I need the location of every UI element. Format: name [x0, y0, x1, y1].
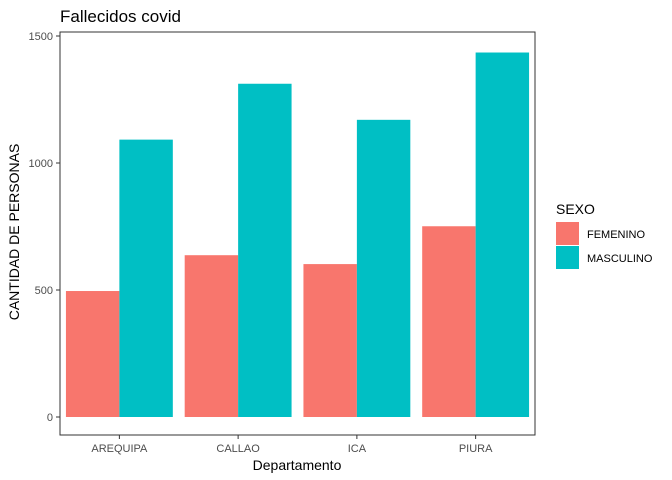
chart-title: Fallecidos covid	[60, 7, 181, 26]
y-tick-label-1000: 1000	[29, 158, 53, 170]
legend-label-masculino: MASCULINO	[587, 253, 653, 265]
y-tick-label-500: 500	[35, 285, 53, 297]
bar-femenino-arequipa	[65, 291, 120, 417]
legend-key-masculino	[556, 246, 579, 269]
bar-masculino-piura	[475, 52, 530, 417]
y-tick-label-0: 0	[47, 412, 53, 424]
bar-femenino-piura	[422, 226, 476, 417]
plot-area: AREQUIPA CALLAO ICA PIURA 0 500 1000 1500	[29, 31, 536, 455]
bar-femenino-ica	[303, 264, 357, 417]
y-tick-label-1500: 1500	[29, 31, 53, 43]
x-tick-label-arequipa: AREQUIPA	[91, 443, 148, 455]
x-tick-label-callao: CALLAO	[216, 443, 260, 455]
y-axis-title: CANTIDAD DE PERSONAS	[6, 144, 22, 321]
x-tick-label-piura: PIURA	[459, 443, 493, 455]
bar-femenino-callao	[184, 255, 239, 417]
bar-masculino-callao	[238, 83, 292, 417]
legend: SEXO FEMENINO MASCULINO	[556, 201, 653, 269]
bar-masculino-arequipa	[119, 139, 173, 417]
legend-label-femenino: FEMENINO	[587, 229, 646, 241]
legend-title: SEXO	[556, 201, 595, 217]
x-axis-title: Departamento	[253, 457, 342, 473]
bar-masculino-ica	[356, 119, 411, 417]
x-tick-label-ica: ICA	[348, 443, 367, 455]
plot-border	[59, 31, 536, 436]
legend-key-femenino	[556, 222, 579, 245]
